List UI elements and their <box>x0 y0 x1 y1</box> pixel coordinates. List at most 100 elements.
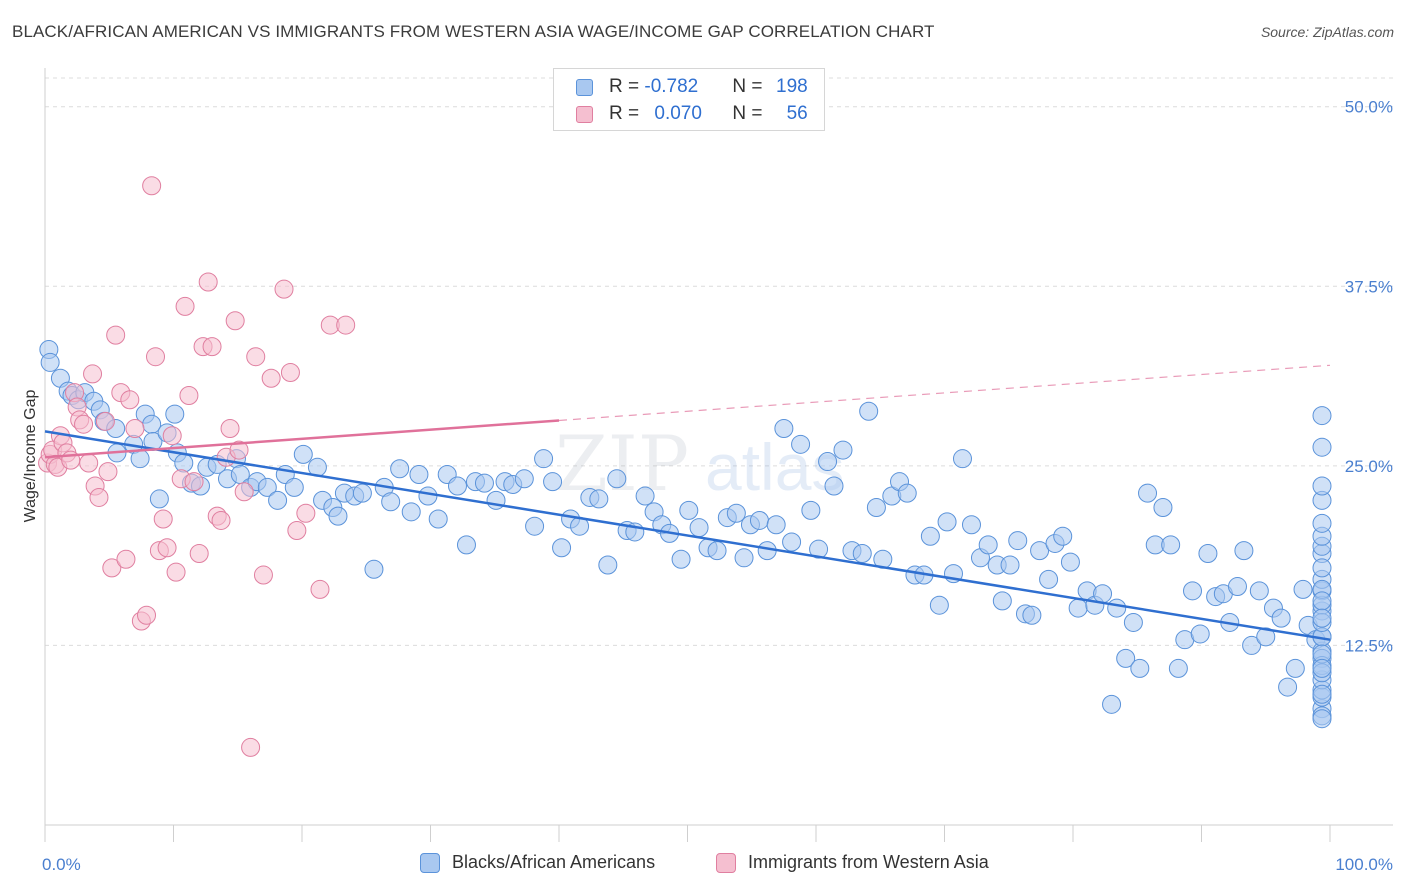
series-legend: Blacks/African Americans Immigrants from… <box>0 852 1406 878</box>
point-immigrants <box>153 509 173 529</box>
point-blacks <box>1249 581 1269 601</box>
point-blacks <box>937 512 957 532</box>
point-immigrants <box>120 390 140 410</box>
point-blacks <box>801 500 821 520</box>
point-blacks <box>920 526 940 546</box>
point-blacks <box>1312 608 1332 628</box>
point-immigrants <box>229 440 249 460</box>
point-blacks <box>1312 684 1332 704</box>
point-immigrants <box>274 279 294 299</box>
point-blacks <box>671 549 691 569</box>
point-blacks <box>833 440 853 460</box>
point-blacks <box>1107 598 1127 618</box>
legend-n-label: N = <box>732 76 768 97</box>
legend-n-value: 198 <box>776 76 808 97</box>
grid-lines <box>45 77 1393 646</box>
point-immigrants <box>220 419 240 439</box>
point-blacks <box>1312 709 1332 729</box>
point-blacks <box>1285 658 1305 678</box>
point-blacks <box>1153 498 1173 518</box>
point-immigrants <box>241 737 261 757</box>
point-blacks <box>1312 513 1332 533</box>
point-blacks <box>1102 694 1122 714</box>
point-blacks <box>456 535 476 555</box>
point-blacks <box>1312 591 1332 611</box>
point-blacks <box>689 518 709 538</box>
point-immigrants <box>287 521 307 541</box>
point-blacks <box>474 473 494 493</box>
point-blacks <box>1123 612 1143 632</box>
point-blacks <box>1293 579 1313 599</box>
point-immigrants <box>246 347 266 367</box>
point-blacks <box>791 434 811 454</box>
point-immigrants <box>310 579 330 599</box>
point-blacks <box>268 490 288 510</box>
legend-n-label: N = <box>732 103 768 124</box>
series-blacks-points <box>39 340 1332 729</box>
legend-r-value: -0.782 <box>644 76 699 97</box>
legend-swatch-blacks <box>576 78 593 96</box>
point-immigrants <box>189 543 209 563</box>
point-immigrants <box>296 503 316 523</box>
legend-row-immigrants: R = 0.070 N = 56 <box>576 101 808 127</box>
point-immigrants <box>137 605 157 625</box>
x-tick-label: 0.0% <box>42 855 81 874</box>
legend-item-immigrants[interactable]: Immigrants from Western Asia <box>716 852 989 873</box>
point-blacks <box>1183 581 1203 601</box>
point-blacks <box>679 500 699 520</box>
point-blacks <box>589 489 609 509</box>
point-immigrants <box>202 337 222 357</box>
point-blacks <box>409 464 429 484</box>
point-blacks <box>1060 552 1080 572</box>
point-blacks <box>1198 543 1218 563</box>
point-immigrants <box>157 538 177 558</box>
trend-line-blacks <box>44 430 1331 641</box>
point-blacks <box>766 515 786 535</box>
point-immigrants <box>79 453 99 473</box>
point-blacks <box>1000 555 1020 575</box>
point-blacks <box>130 449 150 469</box>
y-tick-label: 37.5% <box>1345 277 1393 296</box>
point-blacks <box>726 503 746 523</box>
point-blacks <box>165 404 185 424</box>
legend-r-value: 0.070 <box>654 103 702 124</box>
point-blacks <box>40 352 60 372</box>
point-blacks <box>1312 406 1332 426</box>
point-immigrants <box>142 176 162 196</box>
point-blacks <box>534 449 554 469</box>
point-blacks <box>1278 677 1298 697</box>
point-blacks <box>364 559 384 579</box>
point-blacks <box>1008 531 1028 551</box>
trend-lines <box>44 364 1331 641</box>
point-immigrants <box>83 364 103 384</box>
y-tick-label: 25.0% <box>1345 457 1393 476</box>
legend-item-blacks[interactable]: Blacks/African Americans <box>420 852 655 873</box>
point-immigrants <box>74 414 94 434</box>
point-blacks <box>607 469 627 489</box>
point-immigrants <box>179 385 199 405</box>
series-immigrants-points <box>38 176 356 757</box>
point-blacks <box>418 486 438 506</box>
point-blacks <box>1190 624 1210 644</box>
point-blacks <box>1030 541 1050 561</box>
point-blacks <box>866 498 886 518</box>
legend-label-blacks: Blacks/African Americans <box>452 852 656 872</box>
point-blacks <box>635 486 655 506</box>
point-blacks <box>543 472 563 492</box>
point-blacks <box>707 541 727 561</box>
point-blacks <box>852 543 872 563</box>
point-immigrants <box>98 462 118 482</box>
legend-n-value: 56 <box>786 103 808 124</box>
point-blacks <box>1256 627 1276 647</box>
legend-label-immigrants: Immigrants from Western Asia <box>748 852 989 872</box>
point-blacks <box>352 483 372 503</box>
point-blacks <box>525 516 545 536</box>
point-blacks <box>809 539 829 559</box>
point-blacks <box>401 502 421 522</box>
point-blacks <box>1039 569 1059 589</box>
point-immigrants <box>162 426 182 446</box>
y-tick-label: 12.5% <box>1345 636 1393 655</box>
point-immigrants <box>280 362 300 382</box>
point-blacks <box>1312 437 1332 457</box>
